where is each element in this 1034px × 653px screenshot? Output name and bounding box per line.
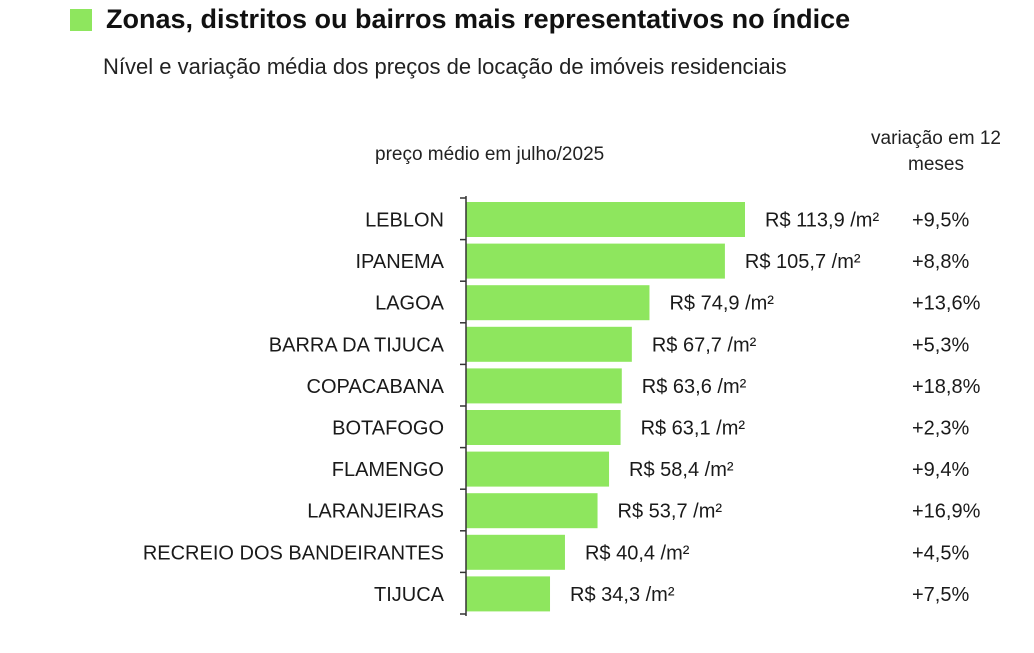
change-label-1: +8,8%	[912, 251, 969, 273]
change-label-4: +18,8%	[912, 376, 981, 398]
category-label-2: LAGOA	[375, 293, 445, 315]
category-label-9: TIJUCA	[374, 584, 445, 606]
bar-4	[466, 368, 622, 404]
chart-title-row: Zonas, distritos ou bairros mais represe…	[70, 4, 850, 35]
chart-title: Zonas, distritos ou bairros mais represe…	[106, 4, 851, 34]
category-label-5: BOTAFOGO	[332, 418, 444, 440]
bar-7	[466, 493, 598, 529]
value-label-0: R$ 113,9 /m²	[765, 210, 879, 232]
bar-0	[466, 202, 745, 237]
bar-6	[466, 451, 610, 487]
change-label-7: +16,9%	[912, 501, 981, 523]
category-label-6: FLAMENGO	[332, 459, 444, 481]
category-label-8: RECREIO DOS BANDEIRANTES	[143, 542, 444, 564]
bar-8	[466, 534, 565, 570]
category-label-0: LEBLON	[365, 210, 444, 232]
bar-5	[466, 410, 621, 445]
bar-3	[466, 326, 632, 362]
value-label-3: R$ 67,7 /m²	[652, 334, 757, 356]
change-label-2: +13,6%	[912, 293, 981, 315]
category-label-1: IPANEMA	[355, 251, 444, 273]
bar-2	[466, 285, 650, 321]
change-label-8: +4,5%	[912, 542, 969, 564]
chart-subtitle: Nível e variação média dos preços de loc…	[103, 54, 787, 79]
value-label-4: R$ 63,6 /m²	[642, 376, 747, 398]
change-label-9: +7,5%	[912, 584, 969, 606]
value-label-1: R$ 105,7 /m²	[745, 251, 861, 273]
change-label-5: +2,3%	[912, 418, 969, 440]
change-label-3: +5,3%	[912, 334, 969, 356]
value-label-5: R$ 63,1 /m²	[641, 418, 746, 440]
change-column-heading: variação em 12 meses	[871, 128, 1001, 175]
category-label-7: LARANJEIRAS	[307, 501, 444, 523]
bar-9	[466, 576, 551, 612]
bar-1	[466, 243, 725, 279]
value-label-7: R$ 53,7 /m²	[618, 501, 723, 523]
category-label-4: COPACABANA	[307, 376, 445, 398]
change-label-0: +9,5%	[912, 210, 969, 232]
value-label-6: R$ 58,4 /m²	[629, 459, 734, 481]
category-label-3: BARRA DA TIJUCA	[269, 334, 445, 356]
value-label-9: R$ 34,3 /m²	[570, 584, 675, 606]
value-label-2: R$ 74,9 /m²	[669, 293, 774, 315]
price-column-heading: preço médio em julho/2025	[375, 144, 605, 165]
value-label-8: R$ 40,4 /m²	[585, 542, 690, 564]
change-label-6: +9,4%	[912, 459, 969, 481]
legend-square-icon	[70, 8, 92, 31]
